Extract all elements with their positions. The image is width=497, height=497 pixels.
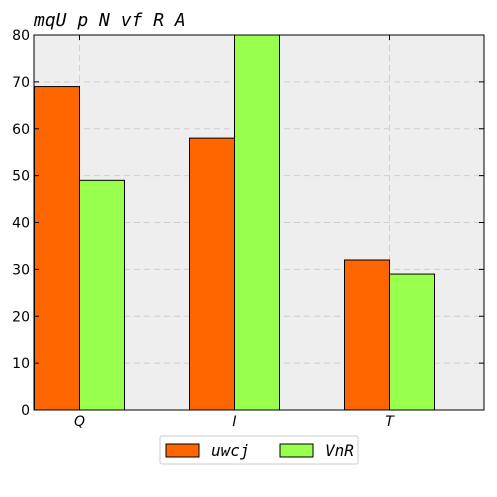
x-tick-label: Q [74, 414, 85, 430]
legend-swatch-uwcj [165, 443, 200, 458]
y-tick-label: 80 [12, 28, 30, 44]
y-axis: 0 10 20 30 40 50 60 70 80 [12, 28, 484, 419]
chart-title: mqU p N vf R A [33, 10, 186, 31]
bar-uwcj-T [344, 259, 390, 411]
legend-label-uwcj: uwcj [211, 441, 250, 460]
legend-label-VnR: VnR [325, 441, 354, 460]
x-tick-label: I [232, 414, 236, 430]
bar-uwcj-Q [34, 86, 80, 411]
bars [34, 34, 435, 411]
bar-uwcj-I [189, 137, 235, 411]
y-tick-label: 30 [12, 262, 30, 278]
legend: uwcj VnR [159, 435, 359, 465]
bar-VnR-I [234, 34, 280, 411]
x-tick-label: T [385, 414, 395, 430]
y-tick-label: 70 [12, 75, 30, 91]
y-tick-label: 50 [12, 169, 30, 185]
y-tick-label: 10 [12, 356, 30, 372]
y-tick-label: 0 [21, 403, 30, 419]
y-tick-label: 20 [12, 309, 30, 325]
bar-VnR-Q [79, 179, 125, 411]
bar-VnR-T [389, 273, 435, 411]
legend-swatch-VnR [279, 443, 314, 458]
y-tick-label: 60 [12, 122, 30, 138]
y-tick-label: 40 [12, 216, 30, 232]
